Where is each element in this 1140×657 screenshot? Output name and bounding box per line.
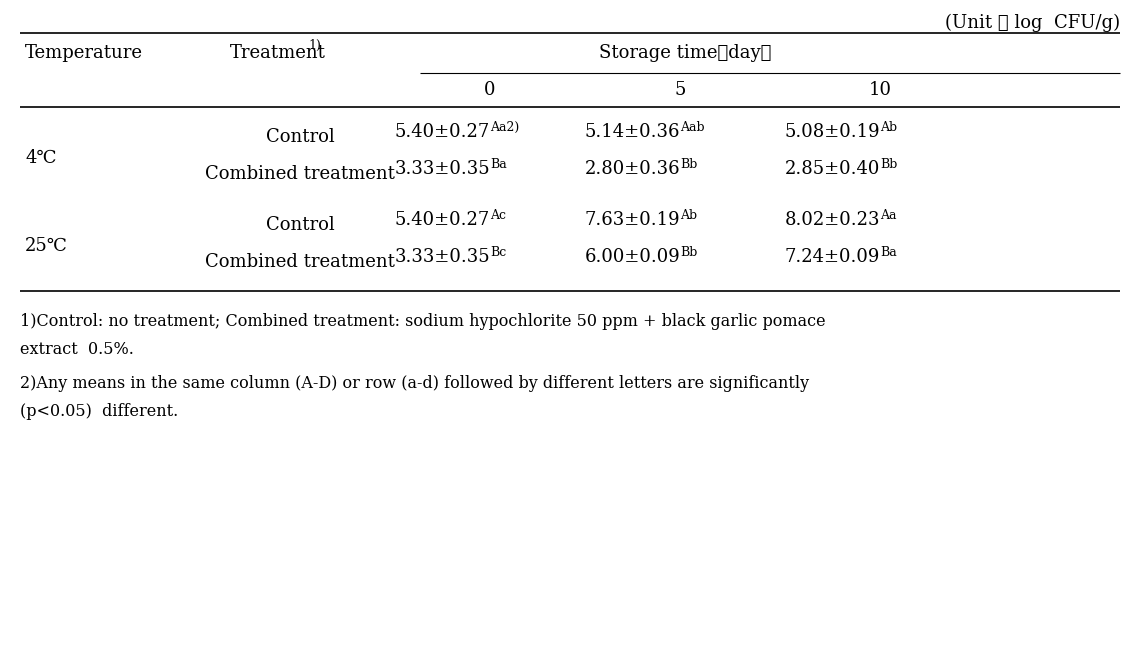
Text: Aa2): Aa2) — [490, 121, 519, 134]
Text: 0: 0 — [484, 81, 496, 99]
Text: 7.63±0.19: 7.63±0.19 — [585, 211, 679, 229]
Text: extract  0.5%.: extract 0.5%. — [21, 340, 133, 357]
Text: Control: Control — [266, 128, 334, 146]
Text: Ba: Ba — [490, 158, 507, 171]
Text: Aa: Aa — [880, 209, 896, 222]
Text: 1)Control: no treatment; Combined treatment: sodium hypochlorite 50 ppm + black : 1)Control: no treatment; Combined treatm… — [21, 313, 825, 330]
Text: 6.00±0.09: 6.00±0.09 — [584, 248, 679, 266]
Text: 8.02±0.23: 8.02±0.23 — [784, 211, 880, 229]
Text: Temperature: Temperature — [25, 44, 142, 62]
Text: 4℃: 4℃ — [25, 149, 57, 167]
Text: 10: 10 — [869, 81, 891, 99]
Text: Bc: Bc — [490, 246, 506, 259]
Text: Ab: Ab — [880, 121, 897, 134]
Text: Combined treatment: Combined treatment — [205, 165, 394, 183]
Text: Combined treatment: Combined treatment — [205, 253, 394, 271]
Text: 5.40±0.27: 5.40±0.27 — [394, 123, 490, 141]
Text: (p<0.05)  different.: (p<0.05) different. — [21, 403, 178, 420]
Text: 5.14±0.36: 5.14±0.36 — [585, 123, 679, 141]
Text: 5.08±0.19: 5.08±0.19 — [784, 123, 880, 141]
Text: 2.80±0.36: 2.80±0.36 — [585, 160, 679, 178]
Text: Aab: Aab — [679, 121, 705, 134]
Text: 3.33±0.35: 3.33±0.35 — [394, 248, 490, 266]
Text: 5.40±0.27: 5.40±0.27 — [394, 211, 490, 229]
Text: Storage time（day）: Storage time（day） — [598, 44, 771, 62]
Text: (Unit ： log  CFU/g): (Unit ： log CFU/g) — [945, 14, 1119, 32]
Text: 1): 1) — [308, 39, 320, 51]
Text: Ba: Ba — [880, 246, 897, 259]
Text: 7.24±0.09: 7.24±0.09 — [784, 248, 880, 266]
Text: Control: Control — [266, 216, 334, 234]
Text: 3.33±0.35: 3.33±0.35 — [394, 160, 490, 178]
Text: 2)Any means in the same column (A-D) or row (a-d) followed by different letters : 2)Any means in the same column (A-D) or … — [21, 374, 809, 392]
Text: Treatment: Treatment — [230, 44, 326, 62]
Text: 2.85±0.40: 2.85±0.40 — [784, 160, 880, 178]
Text: Ab: Ab — [679, 209, 698, 222]
Text: 5: 5 — [675, 81, 685, 99]
Text: Ac: Ac — [490, 209, 506, 222]
Text: Bb: Bb — [679, 246, 698, 259]
Text: Bb: Bb — [679, 158, 698, 171]
Text: Bb: Bb — [880, 158, 897, 171]
Text: 25℃: 25℃ — [25, 237, 68, 255]
